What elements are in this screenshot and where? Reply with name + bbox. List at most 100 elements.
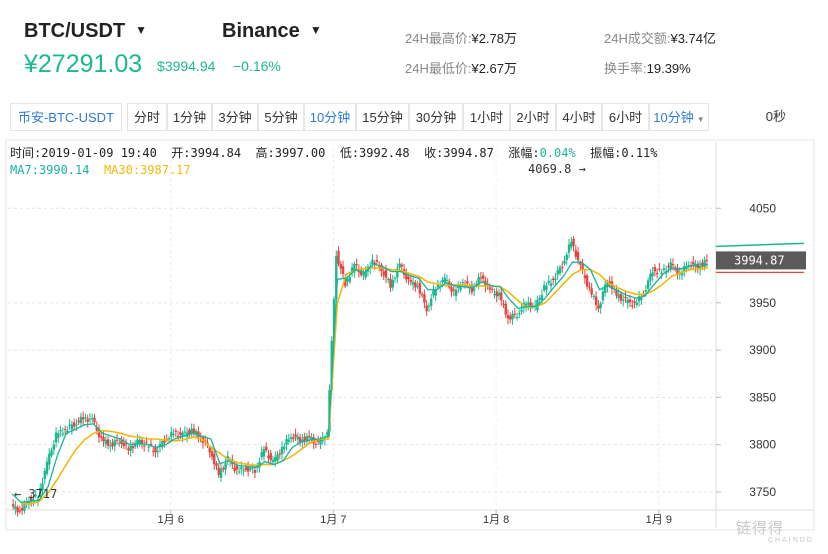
candle-body — [97, 428, 101, 438]
candle-body — [307, 435, 311, 438]
candle-body — [660, 272, 663, 275]
x-tick-label: 1月 7 — [320, 514, 346, 526]
watermark: 链得得 — [736, 520, 785, 537]
candle-body — [127, 448, 130, 451]
interval-tab[interactable]: 5分钟 — [258, 103, 304, 131]
candle-body — [140, 439, 144, 444]
candle-body — [262, 449, 266, 457]
x-tick-label: 1月 8 — [483, 514, 509, 526]
candle-body — [685, 267, 688, 269]
interval-tab-active[interactable]: 10分钟 — [304, 103, 356, 131]
candle-body — [61, 433, 65, 435]
candle-body — [407, 276, 410, 280]
candle-body — [698, 265, 702, 270]
candle-body — [495, 291, 498, 297]
candle-body — [39, 487, 42, 497]
candle-body — [411, 281, 415, 285]
candle-body — [683, 265, 686, 272]
exchange-selector[interactable]: Binance ▼ — [222, 20, 322, 43]
interval-tab[interactable]: 1分钟 — [167, 103, 212, 131]
interval-tab[interactable]: 1小时 — [463, 103, 510, 131]
max-price-label: 4069.8 → — [528, 162, 586, 176]
candle-body — [669, 262, 672, 270]
interval-tab[interactable]: 15分钟 — [356, 103, 409, 131]
candle-body — [615, 289, 618, 296]
candle-body — [396, 268, 399, 278]
candle-body — [219, 468, 223, 478]
symbol-button[interactable]: 币安-BTC-USDT — [10, 103, 122, 131]
candle-body — [280, 447, 284, 455]
stat-volume-value: ¥3.74亿 — [670, 31, 717, 46]
plot-frame — [5, 139, 815, 531]
candle-body — [283, 446, 286, 450]
candle-body — [384, 270, 388, 278]
candle-body — [631, 305, 634, 307]
candle-body — [274, 457, 277, 462]
y-tick-label: 3950 — [749, 296, 776, 310]
candle-body — [25, 501, 28, 503]
candle-body — [34, 495, 37, 497]
stat-low-value: ¥2.67万 — [471, 61, 518, 76]
candle-body — [540, 295, 544, 301]
candle-body — [138, 439, 141, 445]
candle-body — [398, 263, 401, 268]
candle-body — [441, 279, 444, 283]
candle-body — [244, 467, 248, 471]
candle-body — [66, 430, 69, 433]
info-low: 低:3992.48 — [339, 146, 410, 160]
candle-body — [84, 417, 87, 419]
interval-tab[interactable]: 分时 — [127, 103, 167, 131]
interval-dropdown[interactable]: 10分钟 ▼ — [649, 103, 709, 131]
candle-body — [194, 430, 198, 435]
candle-body — [470, 284, 474, 293]
candle-body — [213, 454, 216, 465]
candle-body — [387, 278, 390, 281]
price-usd: $3994.94 — [157, 58, 216, 74]
candle-body — [50, 450, 53, 456]
candle-body — [81, 417, 85, 420]
candle-body — [161, 441, 164, 448]
x-tick-label: 1月 9 — [646, 514, 672, 526]
exchange-caret-icon[interactable]: ▼ — [309, 23, 322, 37]
candle-body — [651, 272, 654, 277]
candle-body — [136, 439, 139, 444]
candle-body — [687, 264, 690, 267]
candle-body — [427, 305, 431, 307]
stat-turnover-label: 换手率: — [604, 61, 647, 76]
pair-label: BTC/USDT — [24, 20, 126, 42]
pair-selector[interactable]: BTC/USDT ▼ — [24, 20, 147, 43]
candle-body — [91, 417, 94, 419]
candle-body — [364, 270, 367, 278]
candle-body — [335, 255, 338, 300]
candle-body — [400, 264, 404, 267]
interval-tab[interactable]: 3分钟 — [212, 103, 258, 131]
interval-tab[interactable]: 6小时 — [602, 103, 649, 131]
info-change-value: 0.04% — [539, 146, 576, 160]
interval-tab[interactable]: 4小时 — [556, 103, 602, 131]
candle-body — [588, 286, 591, 288]
candle-body — [515, 316, 519, 318]
candle-body — [416, 285, 419, 287]
candle-body — [172, 433, 175, 435]
candle-body — [294, 434, 297, 437]
candle-body — [461, 282, 465, 284]
candle-body — [188, 430, 191, 435]
interval-tab[interactable]: 2小时 — [510, 103, 556, 131]
candle-body — [603, 284, 607, 294]
candle-body — [454, 289, 458, 297]
candle-body — [197, 431, 200, 438]
candle-body — [599, 303, 602, 309]
candle-body — [622, 299, 625, 301]
pair-caret-icon[interactable]: ▼ — [135, 23, 147, 37]
candle-body — [624, 296, 627, 299]
candle-body — [633, 301, 636, 303]
candle-body — [260, 452, 263, 458]
candle-body — [240, 466, 243, 470]
candle-body — [703, 260, 706, 267]
candle-body — [176, 436, 180, 438]
price-tail-line — [715, 242, 805, 248]
y-tick-label: 3800 — [749, 438, 776, 452]
candle-body — [617, 294, 620, 299]
interval-tab[interactable]: 30分钟 — [409, 103, 463, 131]
